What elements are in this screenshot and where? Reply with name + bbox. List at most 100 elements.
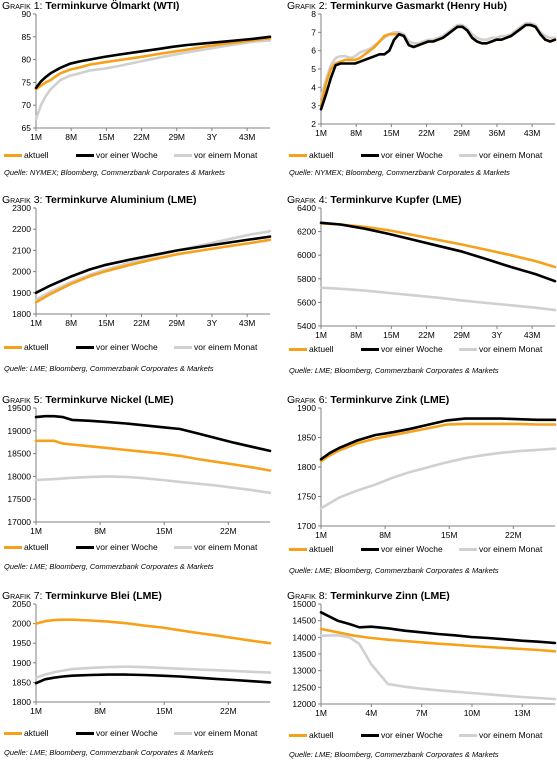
y-tick-label: 17500 <box>7 494 31 504</box>
legend-swatch <box>4 546 22 550</box>
legend-item-week: vor einer Woche <box>361 730 443 740</box>
chart-source: Quelle: NYMEX; Bloomberg, Commerzbank Co… <box>289 168 510 177</box>
y-tick-label: 18500 <box>7 449 31 459</box>
chart-label-prefix: Grafik 4: <box>287 194 328 206</box>
series-line-current <box>319 627 557 653</box>
y-tick-label: 17000 <box>7 517 31 527</box>
y-tick-label: 15000 <box>292 599 316 609</box>
x-tick-label: 22M <box>133 132 150 142</box>
x-tick-label: 8M <box>350 330 362 340</box>
y-tick-label: 2300 <box>12 203 31 213</box>
legend-label: aktuell <box>24 728 49 738</box>
series-line-week <box>319 417 557 461</box>
x-tick-label: 3Y <box>207 318 218 328</box>
chart-title-text: Terminkurve Blei (LME) <box>42 590 162 602</box>
y-tick-label: 6 <box>311 46 316 56</box>
legend-swatch <box>76 154 94 158</box>
legend-swatch <box>361 548 379 552</box>
chart-title-text: Terminkurve Ölmarkt (WTI) <box>42 0 180 12</box>
x-tick-label: 22M <box>505 530 522 540</box>
chart-source: Quelle: LME; Bloomberg, Commerzbank Corp… <box>4 364 214 373</box>
x-tick-label: 29M <box>453 128 470 138</box>
y-tick-label: 2050 <box>12 599 31 609</box>
legend-swatch <box>361 154 379 158</box>
x-tick-label: 8M <box>94 526 106 536</box>
x-tick-label: 8M <box>94 706 106 716</box>
y-tick-label: 5 <box>311 64 316 74</box>
chart-title-text: Terminkurve Nickel (LME) <box>42 394 174 406</box>
legend-label: aktuell <box>309 730 334 740</box>
legend-swatch <box>289 548 307 552</box>
x-tick-label: 8M <box>65 318 77 328</box>
chart-panel-6: Grafik 6: Terminkurve Zink (LME) 1700 1750… <box>285 394 557 584</box>
series-line-week <box>34 414 272 453</box>
y-tick-label: 1700 <box>297 521 316 531</box>
chart-plot: 17000 17500 18000 18500 19000 19500 1M 8M 15M 22M <box>7 403 272 536</box>
y-tick-label: 2 <box>311 119 316 129</box>
legend-label: aktuell <box>309 150 334 160</box>
x-tick-label: 29M <box>168 318 185 328</box>
series-line-current <box>34 439 272 472</box>
y-tick-label: 12000 <box>292 699 316 709</box>
y-tick-label: 70 <box>22 100 32 110</box>
legend-swatch <box>174 732 192 736</box>
series-line-current <box>319 422 557 463</box>
series-line-month <box>319 633 557 701</box>
chart-legend: aktuell vor einer Woche vor einem Monat <box>289 730 557 742</box>
legend-item-current: aktuell <box>4 728 49 738</box>
legend-item-current: aktuell <box>4 150 49 160</box>
legend-label: vor einem Monat <box>194 150 258 160</box>
y-tick-label: 2200 <box>12 224 31 234</box>
y-tick-label: 8 <box>311 9 316 19</box>
x-tick-label: 13M <box>514 708 531 718</box>
series-line-current <box>34 238 272 304</box>
chart-plot: 1800 1850 1900 1950 2000 2050 1M 8M 15M 22M <box>12 599 272 716</box>
x-tick-label: 7M <box>416 708 428 718</box>
x-tick-label: 43M <box>524 128 541 138</box>
y-tick-label: 5800 <box>297 274 316 284</box>
chart-label-prefix: Grafik 6: <box>287 394 328 406</box>
x-tick-label: 22M <box>220 706 237 716</box>
x-tick-label: 43M <box>239 132 256 142</box>
y-tick-label: 5400 <box>297 321 316 331</box>
legend-item-week: vor einer Woche <box>361 344 443 354</box>
legend-swatch <box>76 732 94 736</box>
chart-legend: aktuell vor einer Woche vor einem Monat <box>4 728 272 740</box>
legend-label: aktuell <box>309 344 334 354</box>
chart-label-prefix: Grafik 3: <box>2 194 43 206</box>
chart-source: Quelle: LME; Bloomberg, Commerzbank Corp… <box>289 366 499 375</box>
series-line-current <box>34 36 272 91</box>
y-tick-label: 5600 <box>297 297 316 307</box>
chart-plot: 5400 5600 5800 6000 6200 6400 1M 8M 15M 22M 29M 3Y 4… <box>297 203 557 340</box>
x-tick-label: 22M <box>418 128 435 138</box>
x-tick-label: 1M <box>30 318 42 328</box>
series-line-week <box>319 23 557 111</box>
y-tick-label: 1800 <box>12 309 31 319</box>
x-tick-label: 29M <box>453 330 470 340</box>
chart-source: Quelle: LME; Bloomberg, Commerzbank Corp… <box>4 562 214 571</box>
series-line-month <box>34 475 272 495</box>
legend-swatch <box>76 346 94 350</box>
y-tick-label: 13500 <box>292 649 316 659</box>
chart-panel-8: Grafik 8: Terminkurve Zinn (LME) 12000 125… <box>285 590 557 780</box>
chart-panel-7: Grafik 7: Terminkurve Blei (LME) 1800 1850… <box>0 590 272 780</box>
legend-label: aktuell <box>24 542 49 552</box>
series-line-month <box>319 21 557 98</box>
legend-swatch <box>361 348 379 352</box>
series-line-month <box>319 286 557 312</box>
legend-item-month: vor einem Monat <box>459 150 542 160</box>
chart-source: Quelle: LME; Bloomberg, Commerzbank Corp… <box>289 566 499 575</box>
y-tick-label: 4 <box>311 82 316 92</box>
x-tick-label: 8M <box>65 132 77 142</box>
y-tick-label: 6000 <box>297 250 316 260</box>
legend-item-current: aktuell <box>289 730 334 740</box>
legend-item-current: aktuell <box>4 542 49 552</box>
x-tick-label: 15M <box>383 330 400 340</box>
y-tick-label: 1800 <box>12 697 31 707</box>
chart-plot: 12000 12500 13000 13500 14000 14500 15000 1M 4M 7… <box>292 599 557 718</box>
series-line-week <box>34 35 272 90</box>
chart-panel-1: Grafik 1: Terminkurve Ölmarkt (WTI) 65 70 7… <box>0 0 272 190</box>
y-tick-label: 1850 <box>297 433 316 443</box>
legend-label: vor einer Woche <box>381 730 443 740</box>
chart-title: Grafik 6: Terminkurve Zink (LME) <box>287 394 449 406</box>
